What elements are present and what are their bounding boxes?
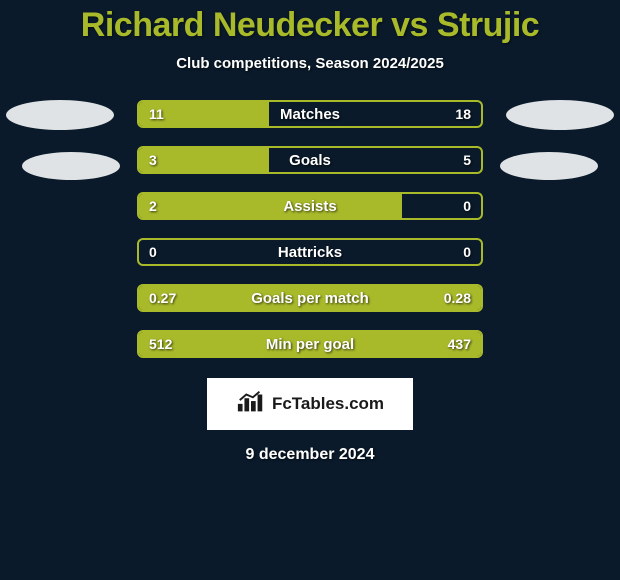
player-right-oval-2	[500, 152, 598, 180]
bar-value-left: 0	[149, 244, 157, 260]
fctables-logo: FcTables.com	[207, 378, 413, 430]
player-right-oval-1	[506, 100, 614, 130]
bar-hattricks: 0 Hattricks 0	[137, 238, 483, 266]
bar-value-right: 5	[463, 152, 471, 168]
bar-matches: 11 Matches 18	[137, 100, 483, 128]
root: Richard Neudecker vs Strujic Club compet…	[0, 0, 620, 580]
bar-goals: 3 Goals 5	[137, 146, 483, 174]
bar-value-left: 2	[149, 198, 157, 214]
bar-assists: 2 Assists 0	[137, 192, 483, 220]
bar-value-left: 3	[149, 152, 157, 168]
bar-value-right: 0	[463, 198, 471, 214]
snapshot-date: 9 december 2024	[246, 446, 375, 464]
comparison-stage: 11 Matches 18 3 Goals 5 2 Assists 0 0 Ha…	[0, 100, 620, 464]
bar-value-left: 0.27	[149, 290, 176, 306]
chart-icon	[236, 390, 266, 419]
bar-fill	[139, 332, 481, 356]
bar-fill	[139, 148, 269, 172]
bar-value-left: 11	[149, 106, 164, 122]
bar-min-per-goal: 512 Min per goal 437	[137, 330, 483, 358]
bar-fill	[139, 286, 481, 310]
bar-value-right: 0	[463, 244, 471, 260]
bar-fill	[139, 194, 402, 218]
bar-value-right: 18	[455, 106, 471, 122]
bar-value-right: 0.28	[444, 290, 471, 306]
bar-goals-per-match: 0.27 Goals per match 0.28	[137, 284, 483, 312]
bar-label: Hattricks	[139, 244, 481, 261]
bars-container: 11 Matches 18 3 Goals 5 2 Assists 0 0 Ha…	[137, 100, 483, 358]
logo-text: FcTables.com	[272, 394, 384, 414]
player-left-oval-1	[6, 100, 114, 130]
bar-value-right: 437	[448, 336, 471, 352]
page-subtitle: Club competitions, Season 2024/2025	[176, 55, 444, 72]
bar-value-left: 512	[149, 336, 172, 352]
page-title: Richard Neudecker vs Strujic	[81, 6, 539, 45]
player-left-oval-2	[22, 152, 120, 180]
